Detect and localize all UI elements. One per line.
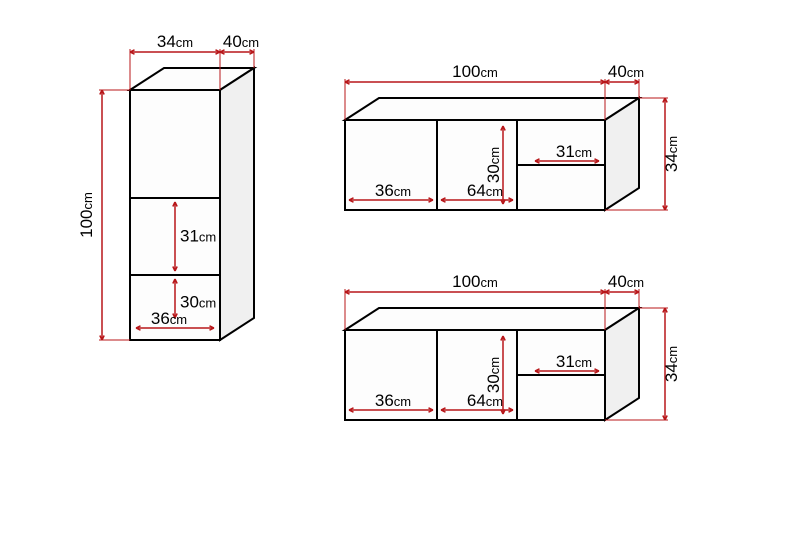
- vertical-cabinet: 34cm 40cm 100cm 31cm 30cm36cm: [77, 32, 259, 340]
- horizontal-cabinet: 100cm40cm34cm36cm64cm30cm31cm: [345, 272, 681, 420]
- dim-label: 100cm: [77, 192, 96, 238]
- dim-label: 36cm: [375, 181, 411, 200]
- dim-label: 40cm: [608, 62, 644, 81]
- dim-label: 100cm: [452, 62, 498, 81]
- dim-label: 30cm: [180, 293, 216, 312]
- dim-label: 36cm: [375, 391, 411, 410]
- dim-label: 31cm: [556, 352, 592, 371]
- dim-label: 36cm: [151, 309, 187, 328]
- dim-label: 34cm: [662, 346, 681, 382]
- dim-label: 30cm: [484, 147, 503, 183]
- dim-label: 40cm: [608, 272, 644, 291]
- dim-label: 34cm: [662, 136, 681, 172]
- dimension-drawing: 34cm40cm100cm31cm30cm36cm100cm40cm34cm36…: [0, 0, 800, 533]
- horizontal-cabinet: 100cm40cm34cm36cm64cm30cm31cm: [345, 62, 681, 210]
- dim-label: 31cm: [180, 227, 216, 246]
- dim-label: 31cm: [556, 142, 592, 161]
- dim-label: 34cm: [157, 32, 193, 51]
- dim-label: 40cm: [223, 32, 259, 51]
- dim-label: 100cm: [452, 272, 498, 291]
- dim-label: 30cm: [484, 357, 503, 393]
